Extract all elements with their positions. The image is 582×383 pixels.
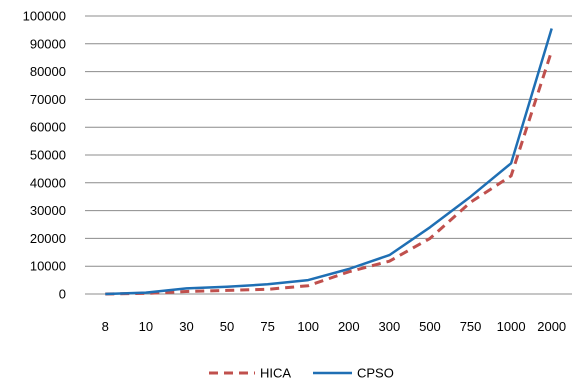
y-tick-label: 60000 xyxy=(30,120,66,135)
x-tick-label: 75 xyxy=(260,319,274,334)
y-tick-label: 100000 xyxy=(23,9,66,24)
y-tick-label: 90000 xyxy=(30,36,66,51)
series-lines xyxy=(105,28,554,296)
x-tick-label: 10 xyxy=(139,319,153,334)
y-tick-label: 30000 xyxy=(30,203,66,218)
y-tick-label: 70000 xyxy=(30,92,66,107)
x-axis-tick-labels: 8 10 30 50 75 100 200 300 500 750 1000 2000 xyxy=(102,319,566,334)
x-tick-label: 500 xyxy=(419,319,441,334)
x-tick-label: 2000 xyxy=(537,319,566,334)
x-tick-label: 300 xyxy=(379,319,401,334)
y-tick-label: 40000 xyxy=(30,175,66,190)
y-tick-label: 0 xyxy=(59,287,66,302)
gridlines xyxy=(85,15,572,295)
x-tick-label: 30 xyxy=(179,319,193,334)
x-tick-label: 1000 xyxy=(497,319,526,334)
x-tick-label: 8 xyxy=(102,319,109,334)
legend-label-hica: HICA xyxy=(260,366,291,381)
y-tick-label: 80000 xyxy=(30,64,66,79)
x-tick-label: 200 xyxy=(338,319,360,334)
legend: HICA CPSO xyxy=(209,366,394,381)
legend-label-cpso: CPSO xyxy=(357,366,394,381)
y-tick-label: 20000 xyxy=(30,231,66,246)
series-line-cpso xyxy=(105,28,553,296)
y-tick-label: 10000 xyxy=(30,259,66,274)
y-tick-label: 50000 xyxy=(30,148,66,163)
x-tick-label: 100 xyxy=(297,319,319,334)
x-tick-label: 50 xyxy=(220,319,234,334)
x-tick-label: 750 xyxy=(460,319,482,334)
series-line-hica xyxy=(105,50,554,296)
y-axis-tick-labels: 0 10000 20000 30000 40000 50000 60000 70000 8000… xyxy=(23,9,66,302)
